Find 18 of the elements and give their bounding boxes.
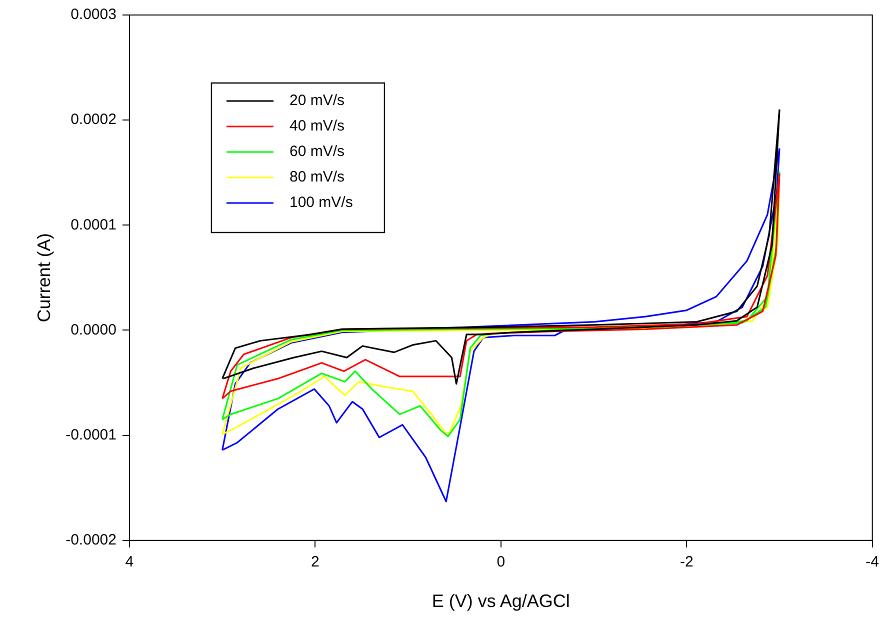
x-axis-title: E (V) vs Ag/AGCl xyxy=(432,591,570,612)
x-tick-label: 2 xyxy=(311,554,320,571)
x-tick-label: -2 xyxy=(680,554,694,571)
y-axis-title: Current (A) xyxy=(34,233,54,322)
y-tick-label: 0.0000 xyxy=(70,321,116,338)
legend-label: 60 mV/s xyxy=(289,143,345,160)
y-tick-label: -0.0002 xyxy=(66,532,116,549)
y-tick-label: 0.0003 xyxy=(70,6,116,24)
y-tick-label: 0.0001 xyxy=(70,216,116,234)
y-tick-label: -0.0001 xyxy=(66,426,116,444)
legend-label: 40 mV/s xyxy=(289,118,345,135)
legend-label: 80 mV/s xyxy=(289,168,345,186)
legend-label: 100 mV/s xyxy=(289,194,353,212)
y-tick-label: 0.0002 xyxy=(70,111,116,128)
x-tick-label: 4 xyxy=(125,554,134,571)
x-tick-label: 0 xyxy=(496,554,506,571)
x-tick-label: -4 xyxy=(866,554,880,571)
legend-label: 20 mV/s xyxy=(289,92,345,110)
